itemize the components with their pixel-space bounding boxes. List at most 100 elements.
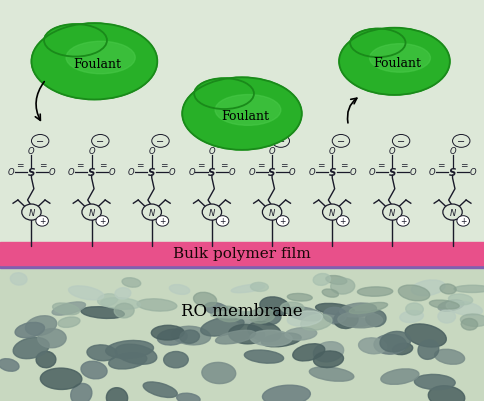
Text: O: O (188, 168, 195, 177)
Ellipse shape (81, 307, 124, 319)
Ellipse shape (52, 302, 86, 315)
Ellipse shape (26, 316, 57, 336)
Ellipse shape (398, 286, 430, 301)
Ellipse shape (393, 135, 410, 148)
Ellipse shape (453, 135, 470, 148)
Ellipse shape (260, 297, 289, 316)
Ellipse shape (446, 301, 483, 316)
Ellipse shape (338, 312, 382, 328)
Ellipse shape (418, 340, 439, 359)
Ellipse shape (137, 299, 177, 311)
Ellipse shape (69, 286, 104, 300)
Ellipse shape (106, 340, 153, 358)
Ellipse shape (336, 216, 349, 227)
Ellipse shape (370, 45, 430, 73)
Ellipse shape (262, 385, 310, 401)
Ellipse shape (457, 216, 469, 227)
Ellipse shape (98, 294, 118, 306)
Ellipse shape (330, 317, 371, 327)
Text: S: S (148, 168, 155, 177)
Text: +: + (219, 217, 226, 225)
Ellipse shape (40, 368, 82, 389)
Ellipse shape (143, 382, 177, 397)
Text: O: O (68, 168, 75, 177)
Text: O: O (48, 168, 55, 177)
Ellipse shape (13, 338, 49, 359)
Text: O: O (28, 147, 35, 156)
Text: −: − (96, 136, 105, 146)
Ellipse shape (211, 311, 252, 318)
Text: O: O (269, 147, 275, 156)
Ellipse shape (248, 322, 281, 342)
Text: O: O (209, 147, 215, 156)
Text: −: − (277, 136, 285, 146)
Ellipse shape (257, 310, 281, 325)
Ellipse shape (429, 300, 459, 309)
Text: S: S (268, 168, 276, 177)
Text: O: O (349, 168, 356, 177)
Text: +: + (99, 217, 106, 225)
Ellipse shape (228, 325, 265, 344)
Ellipse shape (236, 312, 260, 319)
Ellipse shape (114, 304, 134, 318)
Ellipse shape (314, 342, 344, 362)
Ellipse shape (326, 276, 347, 285)
Text: RO membrane: RO membrane (181, 302, 303, 319)
Text: =: = (160, 161, 167, 170)
Text: =: = (76, 161, 84, 170)
Ellipse shape (22, 205, 41, 221)
Ellipse shape (157, 329, 187, 345)
Text: −: − (216, 136, 225, 146)
Text: =: = (136, 161, 144, 170)
Ellipse shape (251, 283, 268, 292)
Text: O: O (329, 147, 335, 156)
Ellipse shape (314, 351, 344, 368)
Ellipse shape (359, 338, 387, 354)
Ellipse shape (235, 311, 268, 324)
Ellipse shape (212, 135, 229, 148)
Bar (0, 243, 484, 265)
Ellipse shape (205, 303, 228, 316)
Text: N: N (209, 208, 215, 217)
Ellipse shape (53, 303, 79, 315)
Ellipse shape (323, 308, 347, 323)
Text: N: N (329, 208, 335, 217)
Ellipse shape (339, 28, 450, 96)
Ellipse shape (36, 351, 56, 368)
Text: O: O (128, 168, 135, 177)
Ellipse shape (180, 330, 199, 344)
Ellipse shape (115, 344, 157, 365)
Ellipse shape (280, 302, 304, 314)
Text: N: N (450, 208, 455, 217)
Ellipse shape (301, 314, 332, 330)
Ellipse shape (109, 353, 147, 369)
Ellipse shape (215, 95, 281, 126)
Text: −: − (397, 136, 405, 146)
Text: N: N (29, 208, 34, 217)
Ellipse shape (215, 306, 242, 322)
Bar (0, 268, 484, 401)
Ellipse shape (454, 286, 484, 293)
Text: =: = (400, 161, 408, 170)
Ellipse shape (164, 352, 188, 368)
Text: S: S (28, 168, 35, 177)
Ellipse shape (383, 205, 402, 221)
Text: +: + (460, 217, 467, 225)
Ellipse shape (332, 135, 349, 148)
Ellipse shape (340, 303, 377, 317)
Ellipse shape (142, 205, 162, 221)
Ellipse shape (461, 319, 478, 330)
Text: O: O (149, 147, 155, 156)
Ellipse shape (87, 345, 117, 361)
Text: O: O (369, 168, 376, 177)
Ellipse shape (231, 284, 265, 293)
Ellipse shape (261, 333, 301, 347)
Text: Foulant: Foulant (221, 109, 269, 123)
Text: S: S (449, 168, 456, 177)
Text: O: O (409, 168, 416, 177)
Text: =: = (460, 161, 468, 170)
Text: =: = (280, 161, 287, 170)
Text: Bulk polymer film: Bulk polymer film (173, 246, 311, 260)
Ellipse shape (156, 216, 169, 227)
Ellipse shape (58, 317, 80, 328)
